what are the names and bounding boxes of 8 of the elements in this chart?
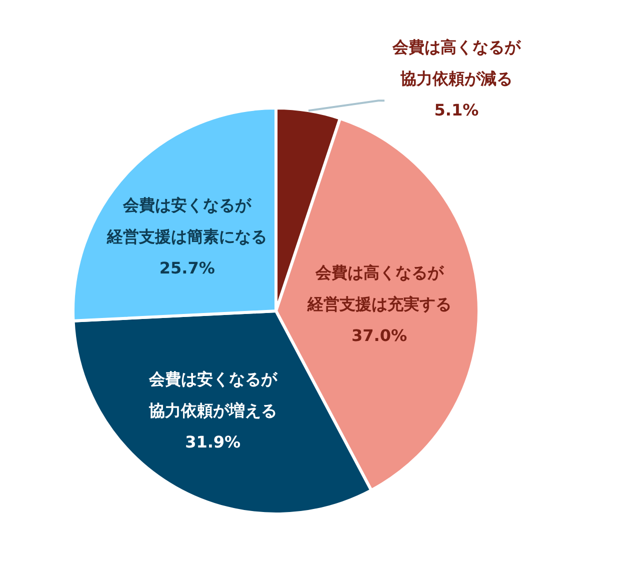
slice-label: 会費は安くなるが協力依頼が増える — [148, 369, 278, 420]
data-label: 37.0% — [352, 326, 408, 345]
slice-label: 会費は安くなるが経営支援は簡素になる — [106, 195, 268, 246]
data-label: 31.9% — [185, 432, 241, 452]
data-label: 5.1% — [434, 100, 479, 120]
data-label: 25.7% — [159, 258, 215, 278]
slice-label: 会費は高くなるが協力依頼が減る — [391, 37, 522, 88]
slice-label: 会費は高くなるが経営支援は充実する — [306, 262, 452, 314]
